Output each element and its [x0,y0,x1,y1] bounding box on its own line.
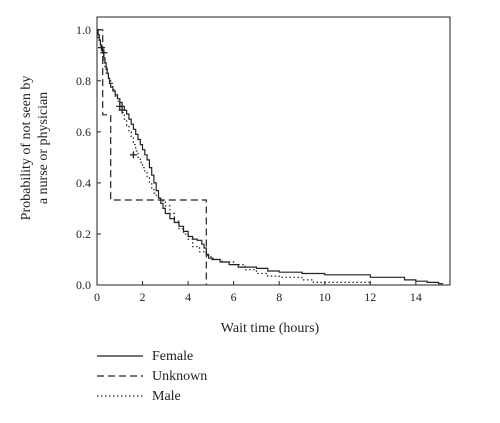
series-line-unknown [97,29,207,285]
y-axis-label-line-1: Probability of not seen by [19,76,34,221]
censor-layer [98,44,137,159]
series-line-male [97,29,371,283]
x-tick-label: 0 [94,290,100,304]
x-tick-label: 8 [276,290,282,304]
x-tick-label: 2 [140,290,146,304]
x-tick-label: 6 [231,290,237,304]
y-tick-label: 0.6 [76,125,91,139]
censor-mark-female [100,49,108,57]
y-tick-label: 0.2 [76,227,91,241]
censor-mark-female [98,44,106,52]
series-line-female [97,29,444,285]
x-tick-label: 12 [364,290,376,304]
legend-label-female: Female [152,349,193,364]
x-tick-label: 10 [319,290,331,304]
x-axis-label: Wait time (hours) [221,321,320,336]
x-axis-ticks: 0 2 4 6 8 10 12 14 [94,281,422,304]
legend: Female Unknown Male [97,349,207,404]
plot-frame [96,16,451,286]
series-layer [97,29,444,285]
y-tick-label: 0.4 [76,176,91,190]
y-tick-label: 0.0 [76,278,91,292]
y-tick-label: 0.8 [76,74,91,88]
legend-label-male: Male [152,389,181,404]
y-axis-label-line-2: a nurse or physician [36,92,51,204]
legend-label-unknown: Unknown [152,369,207,384]
y-axis-ticks: 0.0 0.2 0.4 0.6 0.8 1.0 [76,23,101,292]
censor-mark-female [118,106,126,114]
y-axis-label: Probability of not seen by a nurse or ph… [19,76,51,221]
plot-border [96,16,451,286]
censor-mark-female [116,102,124,110]
x-tick-label: 14 [410,290,422,304]
censor-mark-male [129,151,137,159]
y-tick-label: 1.0 [76,23,91,37]
x-tick-label: 4 [185,290,191,304]
